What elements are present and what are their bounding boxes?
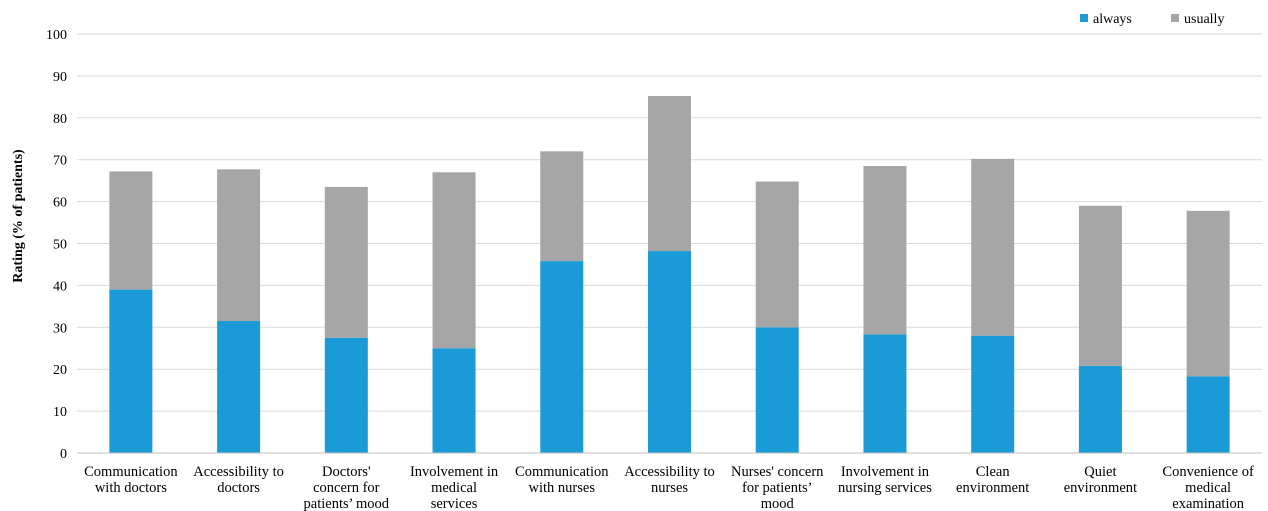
bars	[109, 96, 1230, 453]
bar-always-6	[755, 327, 799, 453]
x-category-label: Convenience of medical examination	[1162, 464, 1254, 511]
y-tick-label: 50	[53, 238, 67, 253]
bar-always-4	[540, 261, 584, 453]
x-category-label: Involvement in nursing services	[838, 464, 932, 496]
x-category-label: Doctors' concern for patients’ mood	[304, 464, 390, 511]
bar-always-2	[324, 337, 368, 453]
x-category-label: Communication with doctors	[84, 464, 178, 496]
legend-swatch-always	[1080, 14, 1088, 22]
bar-usually-3	[432, 172, 476, 349]
bar-usually-4	[540, 151, 584, 262]
x-category-label: Accessibility to nurses	[624, 464, 715, 496]
bar-usually-5	[648, 96, 691, 252]
x-category-label: Communication with nurses	[515, 464, 609, 496]
legend[interactable]: always usually	[1080, 12, 1224, 27]
bar-usually-2	[324, 186, 368, 338]
x-category-label: Nurses' concern for patients’ mood	[731, 464, 824, 511]
y-tick-label: 40	[53, 279, 67, 294]
bar-always-1	[217, 321, 261, 453]
bar-usually-6	[755, 181, 799, 328]
bar-always-9	[1078, 365, 1122, 453]
y-tick-label: 30	[53, 321, 67, 336]
y-tick-label: 0	[60, 447, 67, 462]
bar-usually-0	[109, 171, 153, 290]
bar-always-3	[432, 348, 476, 453]
bar-always-7	[863, 334, 907, 453]
x-category-label: Accessibility to doctors	[193, 464, 284, 496]
y-tick-label: 90	[53, 70, 67, 85]
x-category-label: Quiet environment	[1064, 464, 1137, 496]
x-category-label: Clean environment	[956, 464, 1029, 496]
bar-always-10	[1186, 376, 1230, 453]
y-tick-label: 10	[53, 405, 67, 420]
bar-usually-9	[1078, 205, 1122, 366]
x-category-labels: Communication with doctors Accessibility t…	[84, 464, 1254, 511]
y-tick-labels: 0 10 20 30 40 50 60 70 80 90 100	[46, 28, 67, 462]
y-tick-label: 80	[53, 112, 67, 127]
bar-usually-8	[971, 158, 1015, 336]
y-tick-label: 20	[53, 363, 67, 378]
legend-label-usually: usually	[1184, 12, 1224, 27]
y-axis-title: Rating (% of patients)	[11, 149, 26, 283]
bar-always-5	[648, 251, 691, 453]
bar-usually-1	[217, 169, 261, 322]
y-tick-label: 70	[53, 154, 67, 169]
y-tick-label: 100	[46, 28, 67, 43]
bar-always-8	[971, 335, 1015, 453]
legend-swatch-usually	[1171, 14, 1179, 22]
legend-label-always: always	[1093, 12, 1132, 27]
bar-usually-10	[1186, 210, 1230, 377]
bar-always-0	[109, 289, 153, 453]
bar-usually-7	[863, 165, 907, 335]
y-tick-label: 60	[53, 196, 67, 211]
x-category-label: Involvement in medical services	[410, 464, 499, 511]
